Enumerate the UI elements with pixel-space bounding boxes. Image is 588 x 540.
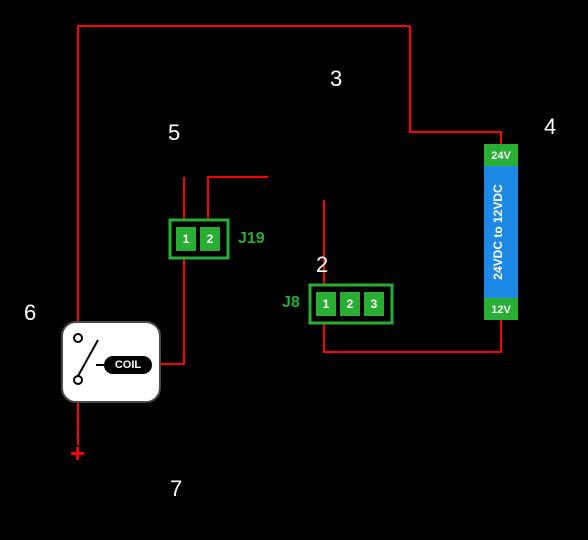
j8-label: J8	[282, 294, 300, 312]
circuit-svg: 24V 12V 24VDC to 12VDC 1 2 1 2 3 COIL	[0, 0, 588, 540]
connector-j19: 1 2	[170, 220, 228, 258]
plus-icon: +	[70, 438, 85, 469]
j8-pin1: 1	[323, 297, 330, 311]
converter-top-label: 24V	[491, 150, 511, 162]
j8-pin3: 3	[371, 297, 378, 311]
label-3: 3	[330, 66, 342, 92]
dc-converter: 24V 12V 24VDC to 12VDC	[484, 144, 518, 320]
j8-pin2: 2	[347, 297, 354, 311]
label-2: 2	[316, 252, 328, 278]
label-4: 4	[544, 114, 556, 140]
relay: COIL	[62, 322, 160, 402]
relay-coil-label: COIL	[115, 359, 142, 371]
j19-pin2: 2	[207, 232, 214, 246]
j19-label: J19	[238, 230, 265, 248]
label-5: 5	[168, 120, 180, 146]
label-7: 7	[170, 476, 182, 502]
connector-j8: 1 2 3	[310, 285, 392, 323]
converter-bottom-label: 12V	[491, 304, 511, 316]
j19-pin1: 1	[183, 232, 190, 246]
converter-side-label: 24VDC to 12VDC	[491, 184, 505, 280]
label-6: 6	[24, 300, 36, 326]
